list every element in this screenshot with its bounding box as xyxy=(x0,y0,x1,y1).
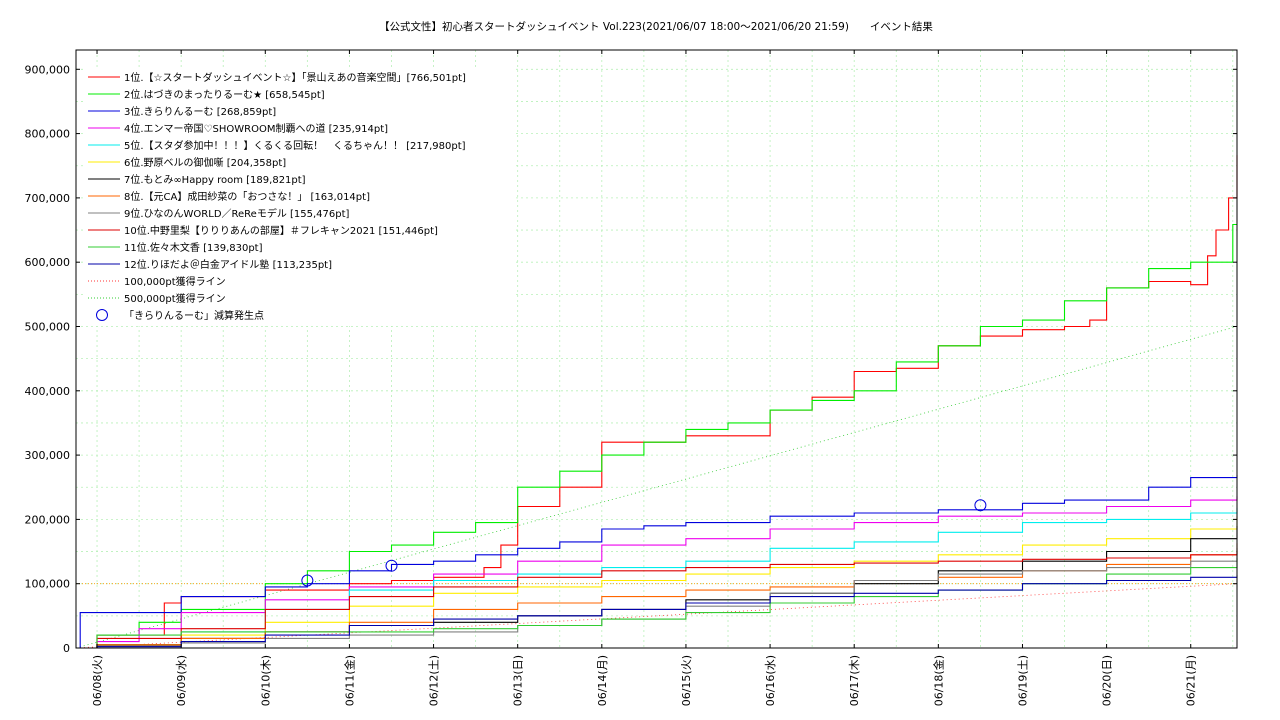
series-line-7 xyxy=(76,525,1238,649)
x-tick-label: 06/13(日) xyxy=(512,655,525,706)
series-line-5 xyxy=(76,507,1238,649)
y-tick-label: 700,000 xyxy=(25,192,71,205)
marker-point xyxy=(301,574,314,587)
legend-label: 2位.はづきのまったりるーむ★ [658,545pt] xyxy=(124,88,325,101)
legend-label: 3位.きらりんるーむ [268,859pt] xyxy=(124,105,276,118)
reference-lines xyxy=(75,326,1238,649)
legend-label: 6位.野原ベルの御伽噺 [204,358pt] xyxy=(124,156,286,169)
legend-label: 11位.佐々木文香 [139,830pt] xyxy=(124,241,263,254)
y-axis-ticks: 0 100,000 200,000 300,000 400,000 500,000 600,… xyxy=(25,63,1237,655)
legend-label: 100,000pt獲得ライン xyxy=(124,275,226,288)
marker-point xyxy=(385,559,398,572)
x-tick-label: 06/10(木) xyxy=(259,655,272,706)
series-line-4 xyxy=(76,496,1238,649)
x-axis-ticks: 06/08(火) 06/09(水) 06/10(木) 06/11(金) 06/12(土)… xyxy=(91,50,1198,706)
legend-label: 「きらりんるーむ」減算発生点 xyxy=(124,309,264,322)
legend-label: 7位.もとみ∞Happy room [189,821pt] xyxy=(124,173,306,186)
marker-point xyxy=(974,499,987,512)
series-line-2 xyxy=(76,223,1237,649)
x-tick-label: 06/15(火) xyxy=(680,655,693,706)
reference-line xyxy=(75,326,1238,649)
plot-frame xyxy=(75,49,1238,649)
series-line-3 xyxy=(76,475,1238,649)
legend-label: 10位.中野里梨【りりりあんの部屋】＃フレキャン2021 [151,446pt] xyxy=(124,224,438,237)
series-line-12 xyxy=(76,575,1238,649)
legend-label: 5位.【スタダ参加中！！！】くるくる回転！ くるちゃん！！ [217,980pt… xyxy=(124,139,466,152)
y-tick-label: 500,000 xyxy=(25,320,71,333)
y-tick-label: 0 xyxy=(63,642,70,655)
x-tick-label: 06/11(金) xyxy=(342,655,356,706)
reference-line xyxy=(75,583,1238,649)
y-tick-label: 100,000 xyxy=(25,578,71,591)
y-tick-label: 900,000 xyxy=(25,63,71,76)
y-tick-label: 800,000 xyxy=(25,128,71,141)
x-tick-label: 06/12(土) xyxy=(428,655,441,706)
grid xyxy=(76,50,1237,648)
series-line-10 xyxy=(76,550,1238,649)
y-tick-label: 200,000 xyxy=(25,513,71,526)
chart-title: 【公式文性】初心者スタートダッシュイベント Vol.223(2021/06/07… xyxy=(379,20,933,33)
y-tick-label: 300,000 xyxy=(25,449,71,462)
legend-label: 9位.ひなのんWORLD／ReReモデル [155,476pt] xyxy=(124,207,350,220)
legend-label: 12位.りほだよ＠白金アイドル塾 [113,235pt] xyxy=(124,258,332,271)
x-tick-label: 06/20(日) xyxy=(1101,655,1114,706)
legend-label: 500,000pt獲得ライン xyxy=(124,292,226,305)
x-tick-label: 06/17(木) xyxy=(848,655,861,706)
x-tick-label: 06/09(水) xyxy=(175,655,188,706)
y-tick-label: 600,000 xyxy=(25,256,71,269)
legend-background xyxy=(84,67,514,326)
x-tick-label: 06/14(月) xyxy=(596,655,609,706)
x-tick-label: 06/16(水) xyxy=(764,655,777,706)
x-tick-label: 06/08(火) xyxy=(91,655,104,706)
markers xyxy=(301,499,987,587)
x-tick-label: 06/19(土) xyxy=(1016,655,1029,706)
legend-label: 8位.【元CA】成田紗菜の「おつさな！」 [163,014pt] xyxy=(124,190,370,203)
legend-label: 1位.【☆スタートダッシュイベント☆】「景山えあの音楽空間」[766,501pt… xyxy=(124,71,466,84)
legend-label: 4位.エンマー帝国♡SHOWROOM制覇への道 [235,914pt] xyxy=(124,122,388,135)
x-tick-label: 06/18(金) xyxy=(931,655,945,706)
x-tick-label: 06/21(月) xyxy=(1185,655,1198,706)
series-line-9 xyxy=(76,548,1238,649)
legend: 1位.【☆スタートダッシュイベント☆】「景山えあの音楽空間」[766,501pt… xyxy=(88,71,466,322)
series-line-11 xyxy=(76,558,1238,649)
series-lines xyxy=(76,155,1238,649)
legend-swatch-marker xyxy=(96,309,108,321)
y-tick-label: 400,000 xyxy=(25,385,71,398)
